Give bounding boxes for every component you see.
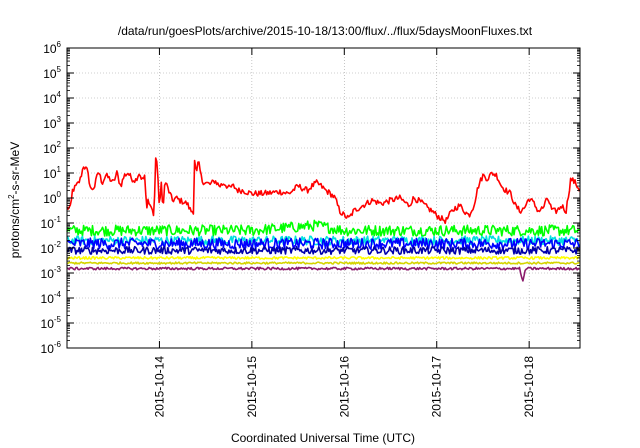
y-tick-label: 104 (43, 90, 61, 106)
y-tick-label: 105 (43, 65, 61, 81)
y-tick-label: 101 (43, 165, 61, 181)
x-tick-label: 2015-10-14 (152, 356, 166, 418)
y-tick-label: 10-3 (41, 265, 62, 281)
x-axis-label: Coordinated Universal Time (UTC) (231, 431, 415, 445)
y-tick-label: 10-1 (41, 215, 62, 231)
y-tick-label: 10-2 (41, 240, 62, 256)
y-tick-label: 10-6 (41, 340, 62, 356)
x-axis: 2015-10-14 2015-10-15 2015-10-16 2015-10-17… (152, 48, 536, 417)
y-axis-label-sup: 2 (7, 194, 16, 199)
series-layer (66, 157, 581, 282)
x-tick-label: 2015-10-16 (337, 356, 351, 418)
x-tick-label: 2015-10-15 (245, 356, 259, 418)
y-tick-label: 100 (43, 190, 61, 206)
series-line (66, 237, 581, 250)
series-line (66, 266, 580, 282)
chart-title: /data/run/goesPlots/archive/2015-10-18/1… (118, 24, 533, 38)
y-axis-label: protons/cm2-s-sr-MeV (7, 142, 22, 258)
y-tick-label: 106 (43, 40, 61, 56)
y-tick-label: 10-5 (41, 315, 62, 331)
x-tick-label: 2015-10-17 (430, 356, 444, 418)
grid-layer (67, 47, 580, 349)
y-axis-label-base: protons/cm (8, 199, 22, 258)
series-line (66, 255, 580, 261)
x-tick-label: 2015-10-18 (522, 356, 536, 418)
series-line (66, 261, 580, 265)
y-tick-label: 10-4 (41, 290, 62, 306)
y-tick-label: 102 (43, 140, 61, 156)
y-axis: 10-6 10-5 10-4 10-3 10-2 10-1 100 101 102 103 104 1… (41, 40, 580, 356)
series-line (66, 157, 581, 225)
plot-frame (66, 47, 581, 349)
series-line (66, 219, 580, 237)
series-line (66, 245, 580, 255)
y-axis-label-suffix: -s-sr-MeV (8, 142, 22, 195)
y-tick-label: 103 (43, 115, 61, 131)
